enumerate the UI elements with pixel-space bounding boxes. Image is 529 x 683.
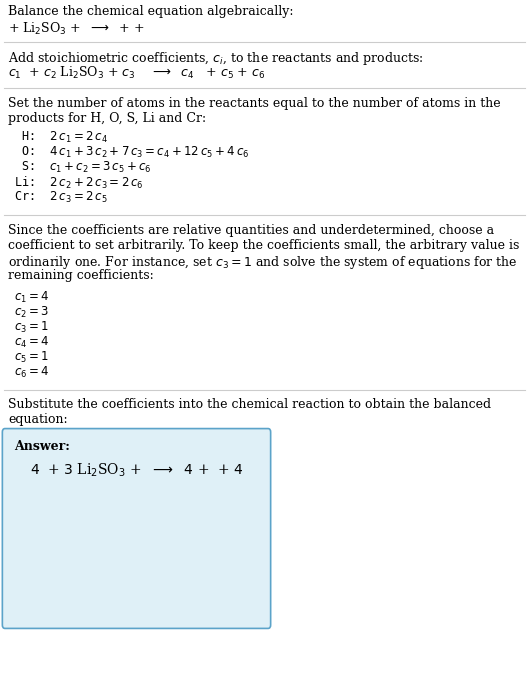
Text: Substitute the coefficients into the chemical reaction to obtain the balanced: Substitute the coefficients into the che… [8,398,491,411]
Text: coefficient to set arbitrarily. To keep the coefficients small, the arbitrary va: coefficient to set arbitrarily. To keep … [8,239,519,252]
Text: $c_4 = 4$: $c_4 = 4$ [14,335,49,350]
Text: Add stoichiometric coefficients, $c_i$, to the reactants and products:: Add stoichiometric coefficients, $c_i$, … [8,50,424,67]
Text: $c_3 = 1$: $c_3 = 1$ [14,320,49,335]
Text: equation:: equation: [8,413,68,426]
Text: H:  $2\,c_1 = 2\,c_4$: H: $2\,c_1 = 2\,c_4$ [14,130,108,145]
Text: $c_5 = 1$: $c_5 = 1$ [14,350,49,365]
Text: $c_1 = 4$: $c_1 = 4$ [14,290,49,305]
Text: O:  $4\,c_1 + 3\,c_2 + 7\,c_3 = c_4 + 12\,c_5 + 4\,c_6$: O: $4\,c_1 + 3\,c_2 + 7\,c_3 = c_4 + 12\… [14,145,249,160]
Text: $c_2 = 3$: $c_2 = 3$ [14,305,49,320]
Text: + Li$_2$SO$_3$ +  $\longrightarrow$  + +: + Li$_2$SO$_3$ + $\longrightarrow$ + + [8,21,144,37]
FancyBboxPatch shape [2,429,271,628]
Text: $c_6 = 4$: $c_6 = 4$ [14,365,49,380]
Text: $4$  + $3$ Li$_2$SO$_3$ +  $\longrightarrow$  $4$ +  + $4$: $4$ + $3$ Li$_2$SO$_3$ + $\longrightarro… [30,462,244,479]
Text: $c_1$  + $c_2$ Li$_2$SO$_3$ + $c_3$    $\longrightarrow$  $c_4$   + $c_5$ + $c_6: $c_1$ + $c_2$ Li$_2$SO$_3$ + $c_3$ $\lon… [8,65,265,81]
Text: Since the coefficients are relative quantities and underdetermined, choose a: Since the coefficients are relative quan… [8,224,494,237]
Text: ordinarily one. For instance, set $c_3 = 1$ and solve the system of equations fo: ordinarily one. For instance, set $c_3 =… [8,254,518,271]
Text: products for H, O, S, Li and Cr:: products for H, O, S, Li and Cr: [8,112,206,125]
Text: Set the number of atoms in the reactants equal to the number of atoms in the: Set the number of atoms in the reactants… [8,97,500,110]
Text: S:  $c_1 + c_2 = 3\,c_5 + c_6$: S: $c_1 + c_2 = 3\,c_5 + c_6$ [14,160,151,175]
Text: Cr:  $2\,c_3 = 2\,c_5$: Cr: $2\,c_3 = 2\,c_5$ [14,190,107,205]
Text: Balance the chemical equation algebraically:: Balance the chemical equation algebraica… [8,5,294,18]
Text: Answer:: Answer: [14,440,70,453]
Text: Li:  $2\,c_2 + 2\,c_3 = 2\,c_6$: Li: $2\,c_2 + 2\,c_3 = 2\,c_6$ [14,175,144,191]
Text: remaining coefficients:: remaining coefficients: [8,269,154,282]
